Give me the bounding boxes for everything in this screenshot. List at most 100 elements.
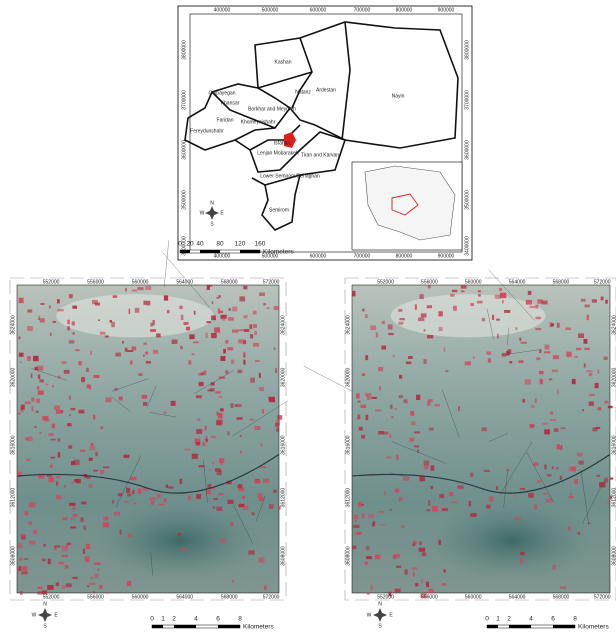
vegetation-patch	[356, 393, 360, 398]
y-tick-label: 3620000	[10, 367, 16, 387]
vegetation-patch	[130, 361, 133, 365]
vegetation-patch	[50, 333, 52, 336]
region-label: Khansar	[221, 100, 240, 106]
vegetation-patch	[67, 326, 70, 330]
vegetation-patch	[520, 558, 523, 563]
vegetation-patch	[40, 318, 45, 322]
vegetation-patch	[127, 350, 133, 352]
scale-label: 8	[573, 616, 577, 623]
vegetation-patch	[408, 356, 413, 359]
vegetation-patch	[422, 552, 426, 556]
vegetation-patch	[69, 340, 75, 343]
vegetation-patch	[51, 439, 56, 441]
y-tick-label: 3624000	[611, 315, 616, 335]
vegetation-patch	[553, 355, 559, 359]
scale-unit: Kilometers	[578, 624, 609, 631]
vegetation-patch	[251, 512, 254, 515]
vegetation-patch	[365, 314, 368, 318]
vegetation-patch	[520, 552, 524, 556]
vegetation-patch	[576, 348, 581, 350]
vegetation-patch	[367, 396, 371, 400]
vegetation-patch	[578, 532, 580, 535]
vegetation-patch	[486, 351, 491, 354]
vegetation-patch	[85, 556, 90, 561]
vegetation-patch	[93, 591, 95, 593]
vegetation-patch	[507, 469, 510, 471]
vegetation-patch	[223, 349, 226, 354]
satellite-image-right: 5520005520005560005560005600005600005640…	[304, 270, 616, 631]
vegetation-patch	[71, 408, 76, 410]
vegetation-patch	[411, 421, 416, 425]
vegetation-patch	[478, 294, 481, 296]
x-tick-label: 552000	[43, 279, 60, 285]
vegetation-patch	[48, 433, 53, 436]
scale-unit: Kilometers	[263, 249, 294, 256]
vegetation-patch	[42, 559, 46, 562]
vegetation-patch	[365, 562, 368, 564]
vegetation-patch	[549, 379, 552, 381]
vegetation-patch	[179, 306, 182, 309]
vegetation-patch	[100, 470, 104, 474]
vegetation-patch	[389, 434, 391, 437]
vegetation-patch	[415, 304, 417, 309]
vegetation-patch	[595, 383, 599, 388]
region-label: Faridan	[217, 117, 234, 123]
y-tick-label: 3600000	[181, 140, 187, 160]
vegetation-patch	[164, 501, 166, 503]
vegetation-patch	[568, 526, 570, 530]
vegetation-patch	[366, 556, 372, 559]
vegetation-patch	[604, 401, 608, 404]
vegetation-patch	[496, 486, 498, 490]
vegetation-patch	[57, 299, 60, 303]
vegetation-patch	[207, 390, 213, 392]
vegetation-patch	[146, 361, 151, 364]
vegetation-patch	[444, 347, 446, 352]
x-tick-label: 400000	[214, 253, 231, 259]
vegetation-patch	[112, 500, 114, 503]
vegetation-patch	[259, 557, 265, 562]
vegetation-patch	[396, 455, 398, 460]
vegetation-patch	[98, 569, 100, 571]
vegetation-patch	[514, 495, 516, 497]
vegetation-patch	[552, 466, 554, 469]
vegetation-patch	[218, 396, 222, 398]
vegetation-patch	[428, 589, 434, 594]
vegetation-patch	[414, 431, 420, 433]
vegetation-patch	[111, 322, 115, 327]
vegetation-patch	[89, 458, 93, 461]
vegetation-patch	[26, 459, 30, 461]
compass	[373, 608, 387, 622]
vegetation-patch	[529, 306, 535, 308]
x-tick-label: 564000	[509, 279, 526, 285]
scale-label: 2	[507, 616, 511, 623]
x-tick-label: 568000	[221, 594, 238, 600]
vegetation-patch	[122, 341, 124, 343]
vegetation-patch	[238, 488, 244, 491]
vegetation-patch	[79, 410, 85, 414]
vegetation-patch	[216, 297, 219, 299]
vegetation-patch	[378, 431, 384, 434]
vegetation-patch	[71, 481, 73, 484]
vegetation-patch	[269, 397, 275, 402]
vegetation-patch	[62, 361, 67, 363]
vegetation-patch	[255, 360, 260, 362]
vegetation-patch	[62, 555, 68, 557]
vegetation-patch	[31, 398, 34, 402]
vegetation-patch	[402, 525, 405, 528]
vegetation-patch	[414, 445, 419, 447]
vegetation-patch	[137, 287, 143, 290]
vegetation-patch	[534, 463, 539, 466]
vegetation-patch	[236, 417, 242, 420]
vegetation-patch	[106, 592, 109, 594]
vegetation-patch	[536, 317, 542, 319]
vegetation-patch	[394, 589, 400, 593]
vegetation-patch	[249, 324, 252, 329]
vegetation-patch	[399, 375, 402, 379]
vegetation-patch	[438, 540, 440, 545]
vegetation-patch	[215, 468, 221, 472]
y-tick-label: 3624000	[345, 315, 351, 335]
vegetation-patch	[132, 346, 137, 350]
vegetation-patch	[589, 373, 593, 376]
vegetation-patch	[27, 326, 33, 331]
vegetation-patch	[544, 465, 547, 470]
